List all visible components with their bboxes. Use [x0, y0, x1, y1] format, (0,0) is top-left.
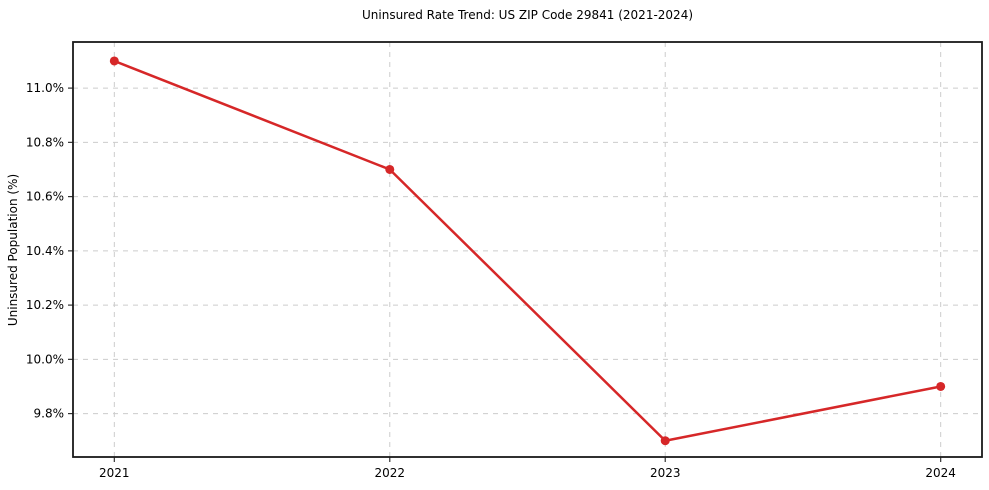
data-point [660, 436, 670, 446]
y-tick-label: 10.2% [26, 298, 64, 312]
x-tick-label: 2023 [650, 466, 681, 480]
data-point [936, 381, 946, 391]
x-tick-label: 2022 [374, 466, 405, 480]
x-tick-label: 2021 [99, 466, 130, 480]
y-tick-label: 10.4% [26, 244, 64, 258]
plot-border [72, 41, 983, 458]
data-point [109, 56, 119, 66]
chart-title: Uninsured Rate Trend: US ZIP Code 29841 … [361, 8, 694, 22]
y-tick-label: 10.8% [26, 135, 64, 149]
data-point [385, 164, 395, 174]
y-tick-label: 9.8% [34, 407, 65, 421]
x-tick-label: 2024 [925, 466, 956, 480]
y-tick-label: 10.6% [26, 190, 64, 204]
y-tick-label: 10.0% [26, 352, 64, 366]
trend-line [113, 59, 942, 442]
y-tick-label: 11.0% [26, 81, 64, 95]
